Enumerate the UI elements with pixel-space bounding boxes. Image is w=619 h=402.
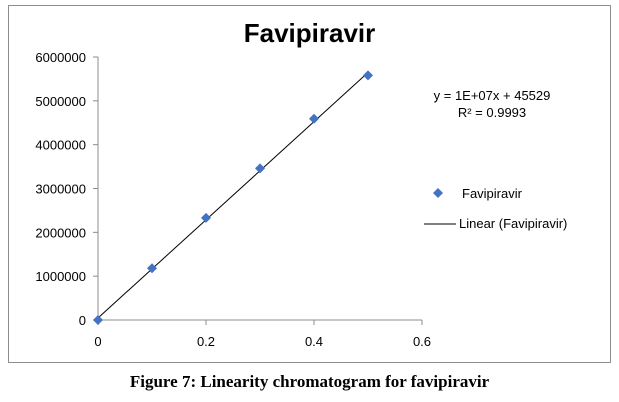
- y-tick-label: 4000000: [35, 138, 86, 153]
- trendline-layer: [97, 72, 369, 319]
- y-tick-label: 2000000: [35, 225, 86, 240]
- legend-label-linear: Linear (Favipiravir): [459, 216, 568, 231]
- equation-text: y = 1E+07x + 45529: [433, 88, 551, 103]
- y-tick-label: 1000000: [35, 269, 86, 284]
- data-point: [309, 113, 319, 124]
- data-point: [363, 70, 373, 81]
- axes: 0 1000000 2000000 3000000 4000000 5000000 6000…: [35, 50, 431, 349]
- r-squared-text: R² = 0.9993: [457, 105, 527, 120]
- data-point: [255, 163, 265, 174]
- trendline: [97, 72, 369, 319]
- data-points-layer: [93, 70, 373, 325]
- data-point: [147, 263, 157, 274]
- x-tick-label: 0.2: [197, 334, 215, 349]
- data-point: [93, 315, 103, 325]
- y-tick-label: 5000000: [35, 94, 86, 109]
- x-tick-label: 0.4: [305, 334, 323, 349]
- x-tick-label: 0: [94, 334, 101, 349]
- chart-frame: [8, 5, 611, 363]
- regression-annotation: y = 1E+07x + 45529 R² = 0.9993: [412, 87, 572, 121]
- x-tick-label: 0.6: [413, 334, 431, 349]
- y-tick-label: 0: [79, 313, 86, 328]
- y-tick-label: 3000000: [35, 182, 86, 197]
- figure-caption: Figure 7: Linearity chromatogram for fav…: [129, 372, 490, 391]
- legend-label-series: Favipiravir: [462, 186, 522, 201]
- legend-marker-series: [433, 188, 443, 198]
- data-point: [201, 212, 211, 223]
- y-tick-label: 6000000: [35, 50, 86, 65]
- legend-marks: [424, 188, 456, 225]
- chart-title: Favipiravir: [243, 18, 376, 48]
